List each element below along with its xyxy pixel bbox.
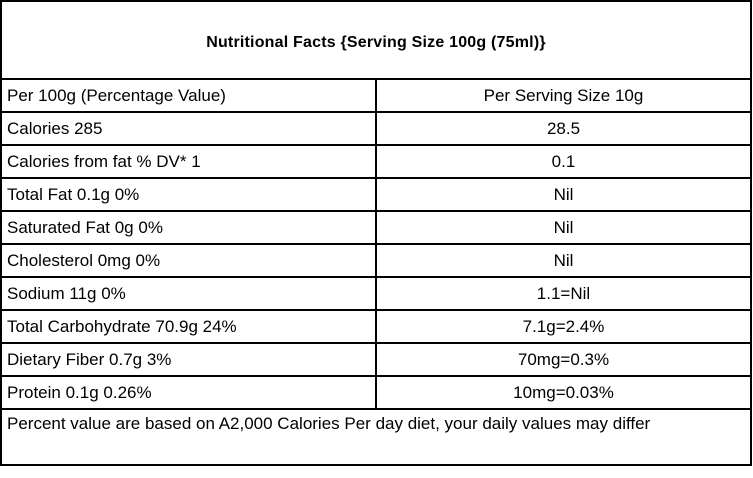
nutrient-per-100g: Calories from fat % DV* 1 [0, 144, 377, 179]
nutrient-per-100g: Protein 0.1g 0.26% [0, 375, 377, 410]
nutrient-per-100g: Cholesterol 0mg 0% [0, 243, 377, 278]
table-row: Dietary Fiber 0.7g 3% 70mg=0.3% [0, 342, 752, 377]
title-row: Nutritional Facts {Serving Size 100g (75… [0, 0, 752, 80]
nutrient-per-serving: 1.1=Nil [375, 276, 752, 311]
footnote-row: Percent value are based on A2,000 Calori… [0, 408, 752, 466]
nutrient-per-serving: Nil [375, 210, 752, 245]
table-row: Cholesterol 0mg 0% Nil [0, 243, 752, 278]
nutrient-per-100g: Calories 285 [0, 111, 377, 146]
header-per-serving: Per Serving Size 10g [375, 78, 752, 113]
nutrient-per-100g: Total Carbohydrate 70.9g 24% [0, 309, 377, 344]
header-row: Per 100g (Percentage Value) Per Serving … [0, 78, 752, 113]
table-row: Protein 0.1g 0.26% 10mg=0.03% [0, 375, 752, 410]
nutrient-per-serving: 70mg=0.3% [375, 342, 752, 377]
nutrient-per-100g: Total Fat 0.1g 0% [0, 177, 377, 212]
nutrient-per-serving: Nil [375, 243, 752, 278]
footnote: Percent value are based on A2,000 Calori… [0, 408, 752, 466]
nutrient-per-serving: 7.1g=2.4% [375, 309, 752, 344]
table-row: Saturated Fat 0g 0% Nil [0, 210, 752, 245]
table-row: Calories 285 28.5 [0, 111, 752, 146]
nutrient-per-100g: Dietary Fiber 0.7g 3% [0, 342, 377, 377]
table-row: Total Fat 0.1g 0% Nil [0, 177, 752, 212]
nutrient-per-serving: Nil [375, 177, 752, 212]
nutrition-facts-table: Nutritional Facts {Serving Size 100g (75… [0, 0, 752, 466]
nutrient-per-serving: 28.5 [375, 111, 752, 146]
nutrient-per-serving: 10mg=0.03% [375, 375, 752, 410]
table-title: Nutritional Facts {Serving Size 100g (75… [0, 0, 752, 80]
nutrient-per-serving: 0.1 [375, 144, 752, 179]
table-row: Sodium 11g 0% 1.1=Nil [0, 276, 752, 311]
table-row: Total Carbohydrate 70.9g 24% 7.1g=2.4% [0, 309, 752, 344]
nutrient-per-100g: Saturated Fat 0g 0% [0, 210, 377, 245]
nutrient-per-100g: Sodium 11g 0% [0, 276, 377, 311]
header-per-100g: Per 100g (Percentage Value) [0, 78, 377, 113]
table-row: Calories from fat % DV* 1 0.1 [0, 144, 752, 179]
